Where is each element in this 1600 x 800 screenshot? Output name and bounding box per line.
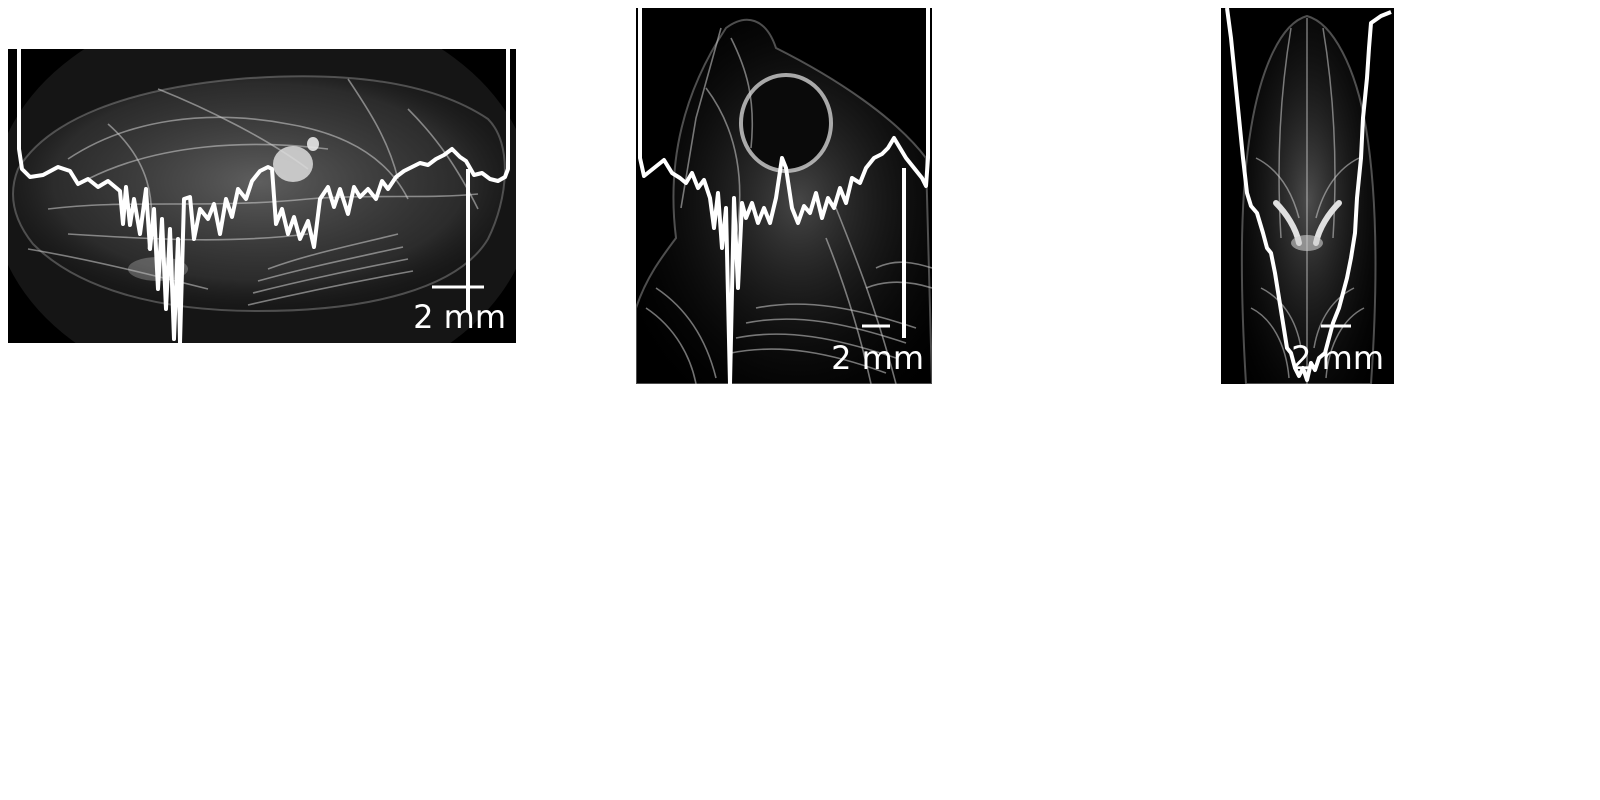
scale-bar-label: 2 mm [413, 298, 506, 336]
ct-scan-panel-lateral: 2 mm [8, 49, 516, 343]
ct-scan-panel-oblique: 2 mm [636, 8, 932, 384]
scale-bar-label: 2 mm [1291, 339, 1384, 377]
ct-scan-image-lateral [8, 49, 516, 343]
ct-scan-image-ventral [1225, 8, 1392, 384]
scale-bar-label: 2 mm [831, 339, 924, 377]
ct-scan-panel-ventral: 2 mm [1221, 8, 1394, 384]
ct-scan-image-oblique [636, 8, 932, 384]
